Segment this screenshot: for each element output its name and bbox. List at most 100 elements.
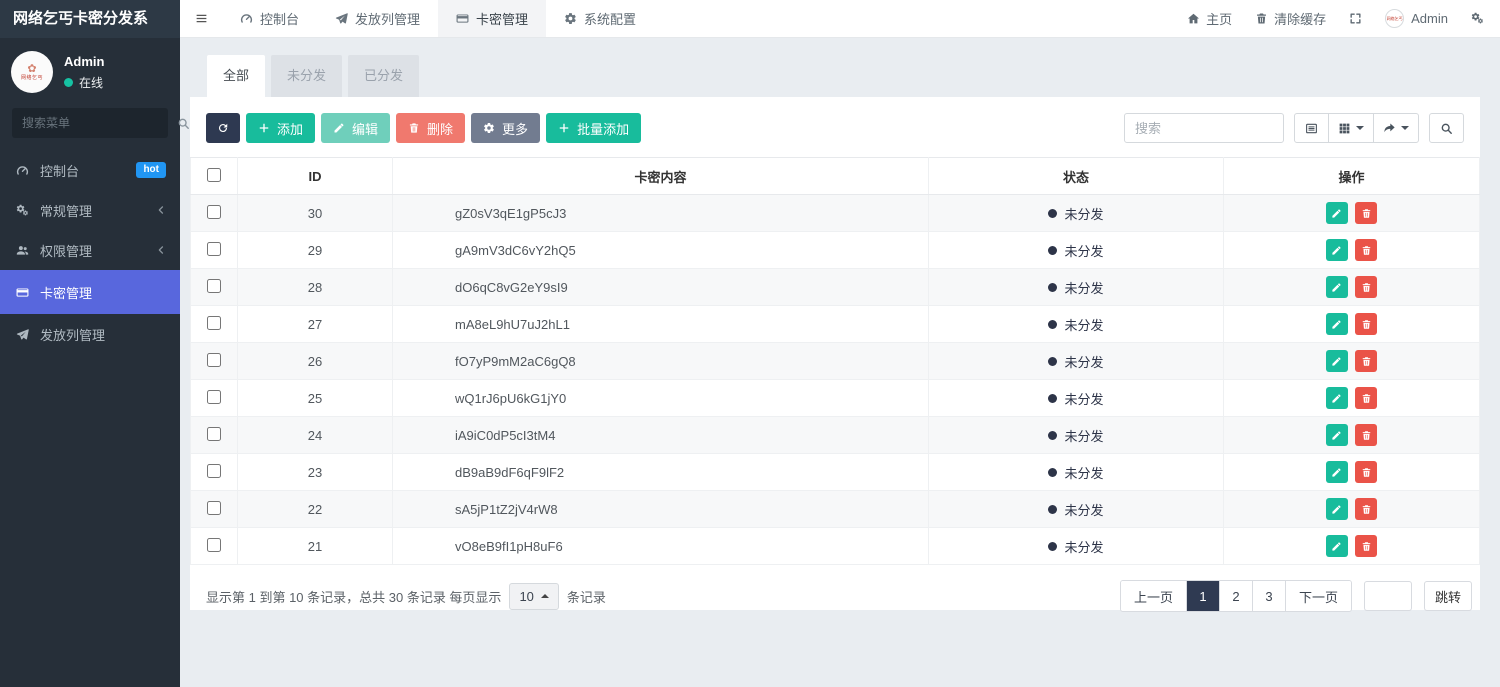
credit-card-icon bbox=[456, 12, 469, 25]
home-icon bbox=[1187, 12, 1200, 25]
cogs-icon[interactable] bbox=[1471, 12, 1484, 25]
nav-tab-dashboard[interactable]: 控制台 bbox=[222, 0, 317, 37]
pagination-page-1[interactable]: 1 bbox=[1185, 581, 1219, 611]
plus-icon bbox=[258, 122, 270, 134]
row-checkbox[interactable] bbox=[207, 315, 221, 330]
export-button[interactable] bbox=[1373, 113, 1419, 143]
nav-tab-distribution[interactable]: 发放列管理 bbox=[317, 0, 438, 37]
tab-all[interactable]: 全部 bbox=[207, 55, 266, 97]
trash-icon bbox=[1361, 245, 1372, 256]
row-card-code: gZ0sV3qE1gP5cJ3 bbox=[392, 194, 929, 232]
toggle-view-button[interactable] bbox=[1294, 113, 1329, 143]
search-submit-button[interactable] bbox=[1429, 113, 1464, 143]
row-checkbox[interactable] bbox=[207, 389, 221, 404]
row-delete-button[interactable] bbox=[1355, 350, 1378, 372]
caret-down-icon bbox=[1356, 126, 1364, 130]
table-row: 21 vO8eB9fI1pH8uF6 未分发 bbox=[190, 527, 1480, 565]
status-badge: 未分发 bbox=[1048, 204, 1104, 223]
pagination-prev-button[interactable]: 上一页 bbox=[1120, 581, 1186, 611]
pagination-page-3[interactable]: 3 bbox=[1251, 581, 1285, 611]
jump-page-input[interactable] bbox=[1363, 581, 1412, 611]
table-row: 25 wQ1rJ6pU6kG1jY0 未分发 bbox=[190, 379, 1480, 417]
row-delete-button[interactable] bbox=[1355, 535, 1378, 557]
select-all-checkbox[interactable] bbox=[207, 167, 221, 182]
batch-add-button[interactable]: 批量添加 bbox=[546, 113, 642, 143]
trash-icon bbox=[1361, 356, 1372, 367]
user-menu[interactable]: 网络乞丐 Admin bbox=[1385, 9, 1448, 28]
status-badge: 未分发 bbox=[1048, 389, 1104, 408]
sidebar-menu-search[interactable] bbox=[12, 108, 168, 138]
row-checkbox[interactable] bbox=[207, 278, 221, 293]
row-checkbox[interactable] bbox=[207, 352, 221, 367]
row-card-code: dB9aB9dF6qF9lF2 bbox=[392, 453, 929, 491]
nav-tab-system-config[interactable]: 系统配置 bbox=[546, 0, 654, 37]
app-logo-title: 网络乞丐卡密分发系 bbox=[0, 0, 180, 38]
trash-icon bbox=[1361, 393, 1372, 404]
toolbar: 添加 编辑 删除 更多 批量添加 bbox=[190, 97, 1480, 157]
row-checkbox[interactable] bbox=[207, 204, 221, 219]
hamburger-menu-button[interactable] bbox=[180, 0, 222, 37]
clear-cache-link[interactable]: 清除缓存 bbox=[1255, 9, 1326, 28]
row-delete-button[interactable] bbox=[1355, 276, 1378, 298]
top-navbar: 控制台 发放列管理 卡密管理 系统配置 主页 清除缓存 网络乞丐 Admin bbox=[180, 0, 1500, 38]
table-row: 26 fO7yP9mM2aC6gQ8 未分发 bbox=[190, 342, 1480, 380]
row-delete-button[interactable] bbox=[1355, 202, 1378, 224]
pagination-page-2[interactable]: 2 bbox=[1218, 581, 1252, 611]
dashboard-icon bbox=[240, 12, 253, 25]
row-delete-button[interactable] bbox=[1355, 387, 1378, 409]
home-link[interactable]: 主页 bbox=[1187, 9, 1232, 28]
row-card-code: mA8eL9hU7uJ2hL1 bbox=[392, 305, 929, 343]
nav-tab-card-keys[interactable]: 卡密管理 bbox=[438, 0, 547, 37]
row-edit-button[interactable] bbox=[1325, 276, 1348, 298]
fullscreen-icon[interactable] bbox=[1349, 12, 1362, 25]
row-checkbox[interactable] bbox=[207, 463, 221, 478]
row-checkbox[interactable] bbox=[207, 537, 221, 552]
row-edit-button[interactable] bbox=[1325, 350, 1348, 372]
tab-undistributed[interactable]: 未分发 bbox=[271, 55, 343, 97]
sidebar-item-distribution[interactable]: 发放列管理 bbox=[0, 314, 180, 354]
row-delete-button[interactable] bbox=[1355, 424, 1378, 446]
sidebar-item-permissions[interactable]: 权限管理 bbox=[0, 230, 180, 270]
table-card: 添加 编辑 删除 更多 批量添加 bbox=[190, 97, 1480, 612]
row-checkbox[interactable] bbox=[207, 426, 221, 441]
paper-plane-icon bbox=[335, 12, 348, 25]
edit-button[interactable]: 编辑 bbox=[321, 113, 391, 143]
row-checkbox[interactable] bbox=[207, 241, 221, 256]
sidebar-item-card-keys[interactable]: 卡密管理 bbox=[0, 270, 180, 314]
row-edit-button[interactable] bbox=[1325, 535, 1348, 557]
jump-button[interactable]: 跳转 bbox=[1423, 581, 1472, 611]
status-badge: 未分发 bbox=[1048, 241, 1104, 260]
status-badge: 未分发 bbox=[1048, 278, 1104, 297]
row-delete-button[interactable] bbox=[1355, 498, 1378, 520]
caret-down-icon bbox=[1401, 126, 1409, 130]
row-edit-button[interactable] bbox=[1325, 387, 1348, 409]
export-icon bbox=[1383, 122, 1396, 135]
menu-search-input[interactable] bbox=[22, 116, 177, 130]
delete-button[interactable]: 删除 bbox=[396, 113, 466, 143]
row-delete-button[interactable] bbox=[1355, 313, 1378, 335]
add-button[interactable]: 添加 bbox=[246, 113, 316, 143]
row-edit-button[interactable] bbox=[1325, 461, 1348, 483]
more-button[interactable]: 更多 bbox=[471, 113, 541, 143]
row-delete-button[interactable] bbox=[1355, 461, 1378, 483]
row-edit-button[interactable] bbox=[1325, 202, 1348, 224]
tab-distributed[interactable]: 已分发 bbox=[348, 55, 420, 97]
row-card-code: fO7yP9mM2aC6gQ8 bbox=[392, 342, 929, 380]
status-label: 未分发 bbox=[1064, 391, 1104, 407]
paper-plane-icon bbox=[14, 328, 30, 341]
pagination-next-button[interactable]: 下一页 bbox=[1284, 581, 1351, 611]
refresh-button[interactable] bbox=[206, 113, 240, 143]
row-delete-button[interactable] bbox=[1355, 239, 1378, 261]
page-size-select[interactable]: 10 bbox=[509, 582, 559, 610]
row-checkbox[interactable] bbox=[207, 500, 221, 515]
row-edit-button[interactable] bbox=[1325, 424, 1348, 446]
nav-tab-label: 控制台 bbox=[260, 12, 300, 27]
columns-button[interactable] bbox=[1328, 113, 1374, 143]
row-edit-button[interactable] bbox=[1325, 313, 1348, 335]
row-edit-button[interactable] bbox=[1325, 498, 1348, 520]
row-card-code: vO8eB9fI1pH8uF6 bbox=[392, 527, 929, 565]
table-search-input[interactable] bbox=[1124, 113, 1284, 143]
row-edit-button[interactable] bbox=[1325, 239, 1348, 261]
sidebar-item-dashboard[interactable]: 控制台 hot bbox=[0, 150, 180, 190]
sidebar-item-general[interactable]: 常规管理 bbox=[0, 190, 180, 230]
